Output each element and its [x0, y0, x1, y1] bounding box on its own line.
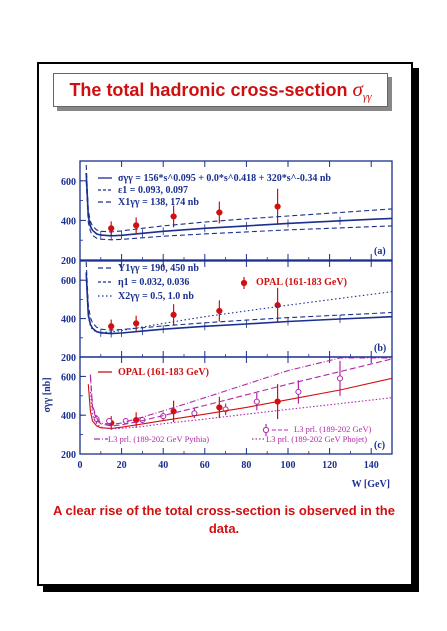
legend-text-2-2: L3 prl. (189-202 GeV Pythia): [108, 434, 209, 444]
data-point-1-0-0: [108, 323, 115, 330]
y-tick-label-0-2: 600: [61, 177, 76, 188]
legend-marker-1-3: [240, 279, 248, 287]
y-tick-label-0-0: 200: [61, 256, 76, 267]
title-symbol: σ: [352, 77, 363, 101]
data-point-0-0-2: [170, 213, 177, 220]
data-point-0-0-0: [108, 225, 115, 232]
caption: A clear rise of the total cross-section …: [53, 503, 395, 536]
data-point-1-0-1: [133, 320, 140, 327]
y-axis-label: σγγ [nb]: [42, 377, 53, 412]
panel-frame-2: [79, 356, 393, 455]
legend-text-0-1: ε1 = 0.093, 0.097: [118, 185, 188, 196]
data-point-2-1-1: [106, 418, 113, 425]
y-tick-label-1-0: 200: [61, 353, 76, 364]
data-point-0-0-4: [274, 203, 281, 210]
x-tick-label-0: 0: [78, 460, 83, 471]
title-subscript: γγ: [362, 91, 372, 103]
curve-0-2: [85, 164, 393, 233]
x-tick-label-2: 40: [158, 460, 168, 471]
title-text: The total hadronic cross-section: [69, 80, 348, 100]
legend-text-1-3: OPAL (161-183 GeV): [256, 277, 347, 288]
data-point-0-0-3: [216, 209, 223, 216]
data-point-1-0-3: [216, 307, 223, 315]
curve-0-3: [85, 180, 393, 241]
data-point-2-0-3: [216, 404, 223, 411]
panel-label-2: (c): [374, 440, 385, 451]
y-tick-label-2-1: 400: [61, 411, 76, 422]
x-tick-label-3: 60: [200, 460, 210, 471]
x-tick-label-4: 80: [241, 460, 251, 471]
panel-frame-1: [79, 260, 393, 358]
legend-text-0-0: σγγ = 156*s^0.095 + 0.0*s^0.418 + 320*s^…: [118, 173, 331, 184]
curve-2-2: [87, 377, 393, 429]
x-axis-label: W [GeV]: [352, 479, 390, 490]
legend-text-1-0: Y1γγ = 190, 450 nb: [118, 263, 199, 274]
data-point-2-1-7: [253, 398, 260, 405]
data-point-2-0-2: [170, 408, 177, 415]
y-tick-label-2-2: 600: [61, 372, 76, 383]
y-tick-label-0-1: 400: [61, 216, 76, 227]
legend-text-1-2: X2γγ = 0.5, 1.0 nb: [118, 291, 194, 302]
data-point-1-0-2: [170, 311, 177, 318]
curve-2-4: [89, 357, 392, 426]
legend-marker-2-1: [262, 426, 270, 434]
panel-label-0: (a): [374, 246, 386, 257]
curve-2-3: [89, 358, 393, 427]
x-tick-label-1: 20: [117, 460, 127, 471]
y-tick-label-1-1: 400: [61, 315, 76, 326]
legend-text-0-2: X1γγ = 138, 174 nb: [118, 197, 199, 208]
legend-text-1-1: η1 = 0.032, 0.036: [118, 277, 189, 288]
panel-label-1: (b): [374, 343, 386, 354]
legend-text-2-0: OPAL (161-183 GeV): [118, 367, 209, 378]
title-box: The total hadronic cross-section σγγ: [53, 73, 388, 107]
slide-title: The total hadronic cross-section σγγ: [54, 77, 387, 103]
x-tick-label-6: 120: [322, 460, 337, 471]
x-tick-label-5: 100: [281, 460, 296, 471]
y-tick-label-2-0: 200: [61, 450, 76, 461]
legend-text-2-3: L3 prl. (189-202 GeV Phojet): [266, 434, 367, 444]
data-point-0-0-1: [133, 222, 140, 229]
slide-frame: [37, 62, 413, 586]
y-tick-label-1-2: 600: [61, 276, 76, 287]
panel-frame-0: [79, 160, 393, 261]
data-point-2-1-9: [337, 375, 343, 382]
x-tick-label-7: 140: [364, 460, 379, 471]
legend-text-2-1: L3 prl. (189-202 GeV): [294, 424, 372, 434]
data-point-2-1-8: [295, 388, 302, 395]
